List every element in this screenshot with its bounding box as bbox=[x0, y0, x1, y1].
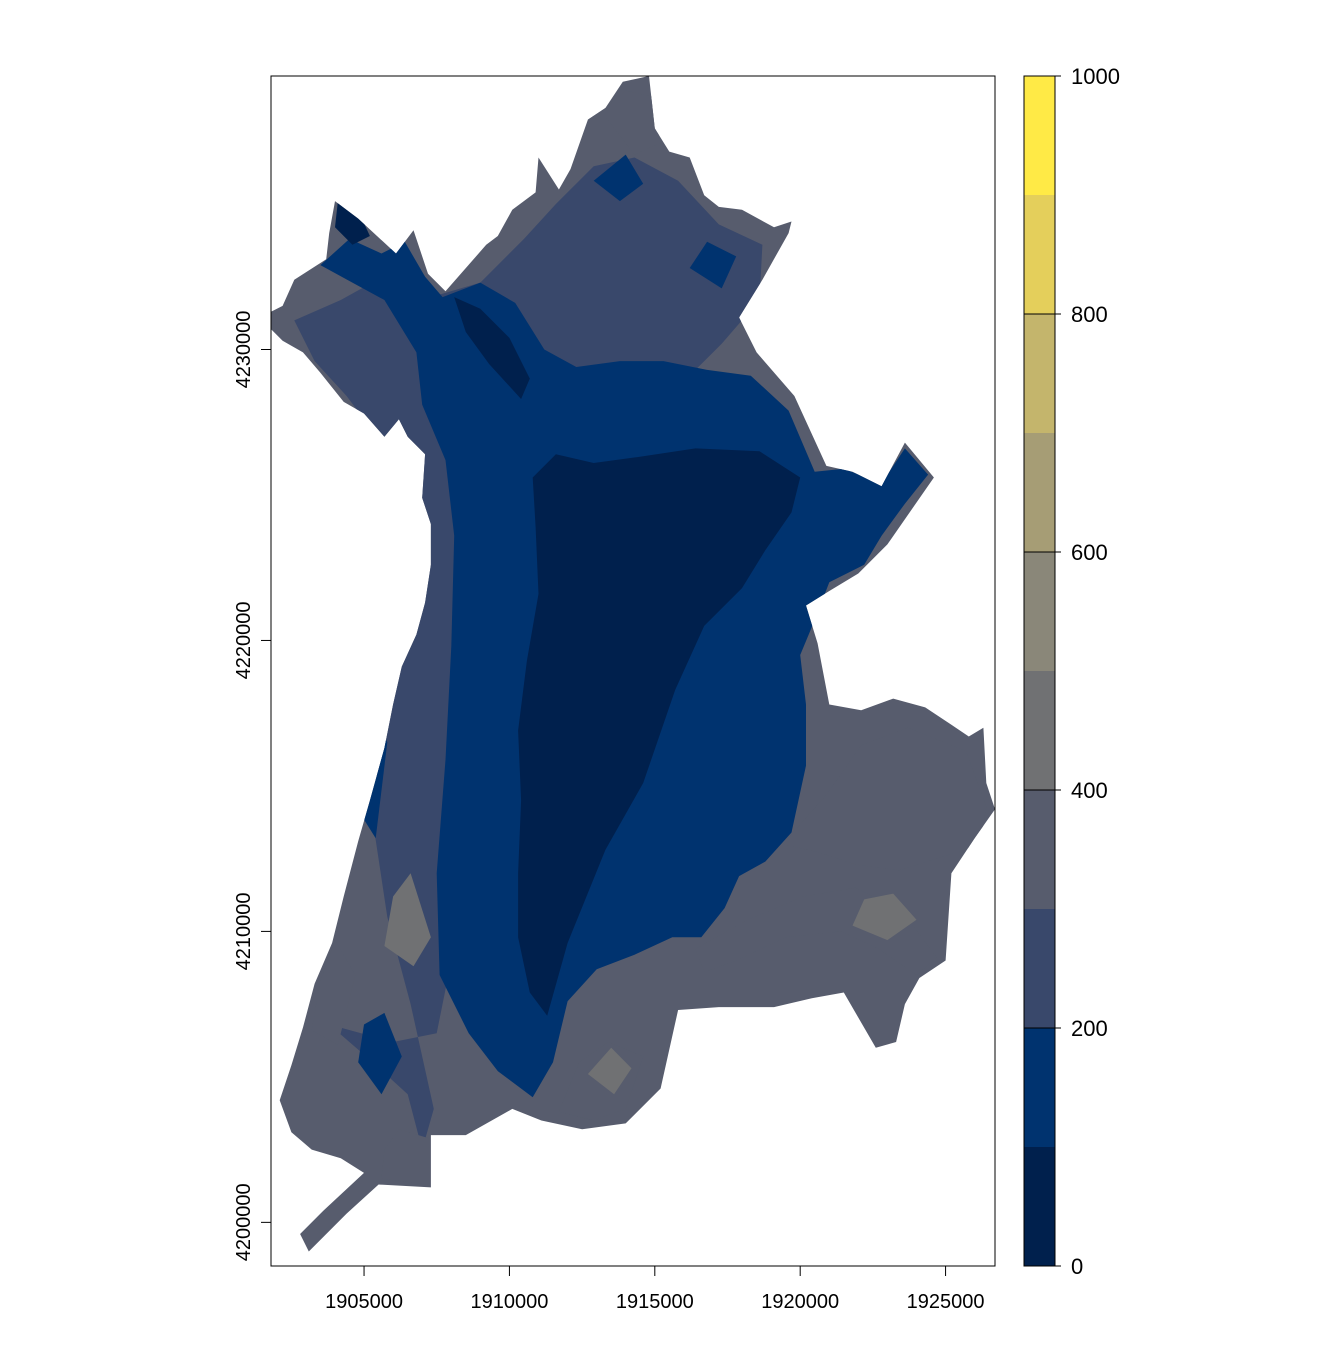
value-zones bbox=[294, 90, 987, 1185]
legend-swatch bbox=[1024, 1028, 1055, 1147]
legend-tick-label: 600 bbox=[1071, 540, 1108, 565]
value-zone bbox=[335, 198, 370, 245]
legend-swatch bbox=[1024, 195, 1055, 314]
value-zone bbox=[587, 1047, 632, 1095]
legend-swatch bbox=[1024, 909, 1055, 1028]
map-layer bbox=[270, 75, 996, 1267]
legend-swatch bbox=[1024, 76, 1055, 195]
x-tick-label: 1920000 bbox=[761, 1291, 839, 1313]
value-zone bbox=[570, 90, 661, 155]
value-zone bbox=[358, 1012, 402, 1095]
plot-frame bbox=[270, 75, 996, 1267]
color-legend: 0 200 400 600 800 1000 bbox=[1023, 64, 1120, 1279]
x-tick-label: 1915000 bbox=[616, 1291, 694, 1313]
value-zone bbox=[381, 1129, 428, 1185]
value-zone bbox=[593, 154, 644, 202]
value-zone bbox=[384, 873, 431, 967]
value-zone bbox=[311, 940, 356, 1045]
y-tick-label: 4230000 bbox=[233, 311, 255, 389]
value-zone bbox=[852, 893, 917, 941]
legend-tick-label: 0 bbox=[1071, 1254, 1083, 1279]
legend-tick-label: 1000 bbox=[1071, 64, 1120, 89]
x-tick-label: 1925000 bbox=[907, 1291, 985, 1313]
legend-tick-label: 800 bbox=[1071, 302, 1108, 327]
legend-swatch bbox=[1024, 671, 1055, 790]
x-tick-label: 1905000 bbox=[325, 1291, 403, 1313]
legend-tick-label: 200 bbox=[1071, 1016, 1108, 1041]
legend-tick-label: 400 bbox=[1071, 778, 1108, 803]
y-tick-label: 4200000 bbox=[233, 1183, 255, 1261]
value-zone bbox=[454, 297, 530, 399]
value-zone bbox=[689, 241, 737, 289]
legend-swatch bbox=[1024, 433, 1055, 552]
y-tick-label: 4210000 bbox=[233, 892, 255, 970]
value-zone bbox=[518, 448, 801, 1016]
y-axis: 4200000 4210000 4220000 4230000 bbox=[233, 311, 271, 1261]
legend-swatch bbox=[1024, 314, 1055, 433]
y-tick-label: 4220000 bbox=[233, 602, 255, 680]
value-zone bbox=[782, 727, 987, 871]
legend-swatch bbox=[1024, 552, 1055, 671]
legend-swatch bbox=[1024, 790, 1055, 909]
x-tick-label: 1910000 bbox=[470, 1291, 548, 1313]
legend-swatch bbox=[1024, 1147, 1055, 1266]
x-axis: 1905000 1910000 1915000 1920000 1925000 bbox=[325, 1266, 985, 1313]
